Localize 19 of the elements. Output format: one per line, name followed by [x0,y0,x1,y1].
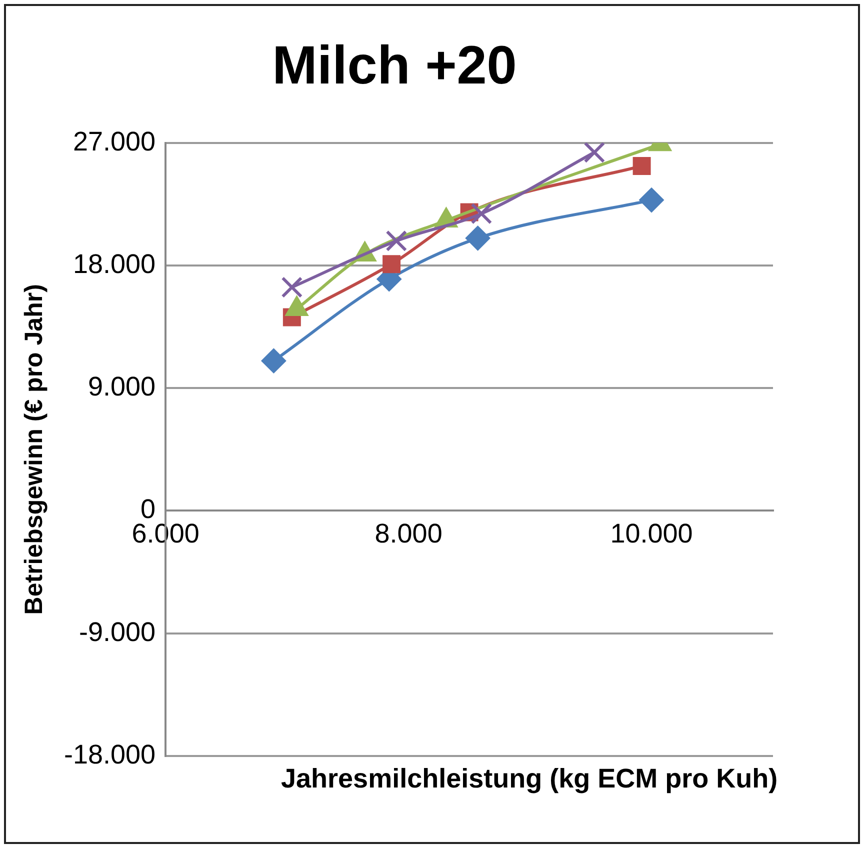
x-axis-title: Jahresmilchleistung (kg ECM pro Kuh) [281,763,778,794]
point [470,202,492,224]
y-tick-label: -9.000 [79,616,156,647]
point [465,226,490,251]
point [386,230,408,252]
chart-title: Milch +20 [272,35,517,96]
y-axis-title: Betriebsgewinn (€ pro Jahr) [20,284,48,615]
x-tick-label: 8.000 [374,518,442,548]
point [632,156,651,175]
y-tick-label: 18.000 [72,248,156,279]
x-tick-label: 10.000 [610,518,693,548]
y-tick-label: -18.000 [64,739,156,770]
y-tick-label: 9.000 [88,372,156,402]
point [261,348,286,374]
point [281,276,303,298]
point [639,188,664,213]
point [382,255,401,274]
y-tick-label: 27.000 [72,126,156,156]
point [584,142,606,164]
